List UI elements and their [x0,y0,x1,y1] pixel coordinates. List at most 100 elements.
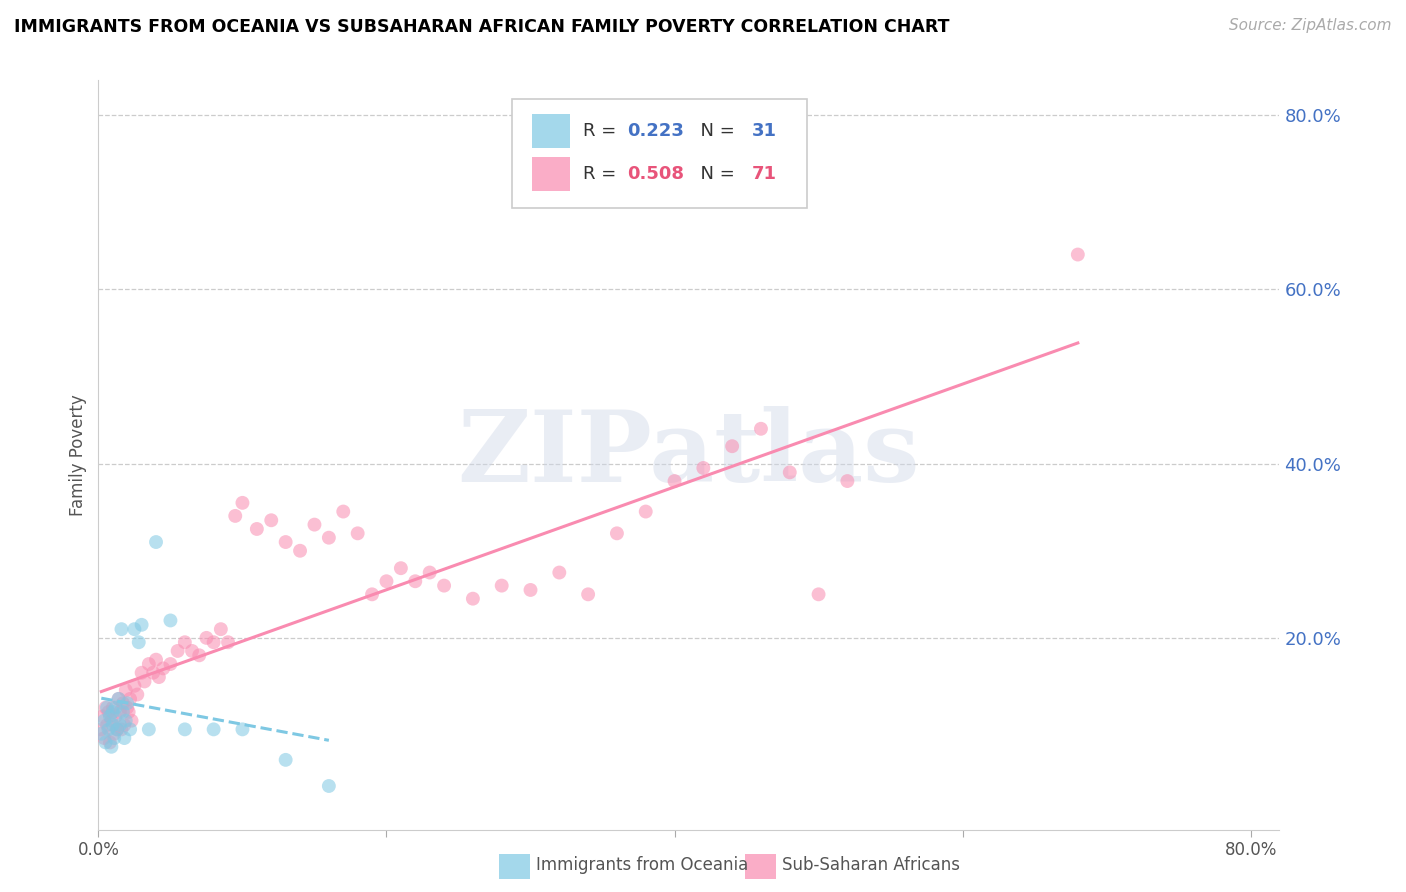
Point [145,653,167,667]
Point [93,714,115,728]
Point [419,566,441,580]
Text: Source: ZipAtlas.com: Source: ZipAtlas.com [1229,18,1392,33]
Point [112,718,135,732]
Point [114,683,136,698]
Point [173,635,195,649]
Point [318,531,340,545]
Point [332,504,354,518]
Y-axis label: Family Poverty: Family Poverty [69,394,87,516]
Point [128,635,150,649]
Point [461,591,484,606]
Point [166,644,188,658]
Point [288,543,311,558]
Point [304,517,326,532]
Point [346,526,368,541]
Point [195,631,218,645]
Point [114,714,136,728]
Point [519,582,541,597]
Point [108,718,131,732]
Point [749,422,772,436]
Point [100,739,122,754]
Point [104,709,127,723]
Point [120,723,142,737]
Text: N =: N = [689,122,741,140]
Point [124,679,146,693]
Point [837,474,859,488]
Point [111,705,134,719]
Point [159,614,181,628]
Point [217,635,239,649]
Point [103,731,125,745]
Point [91,709,114,723]
Point [108,705,131,719]
Text: R =: R = [582,165,621,183]
Point [118,705,141,719]
Point [246,522,269,536]
Point [115,700,138,714]
Point [159,657,181,671]
Point [105,723,128,737]
Point [121,714,143,728]
Point [142,665,165,680]
Point [692,461,714,475]
Point [101,718,124,732]
Point [188,648,211,663]
Point [548,566,571,580]
Point [138,657,160,671]
Point [145,535,167,549]
Text: ZIPatlas: ZIPatlas [458,407,920,503]
Point [98,709,121,723]
Point [433,579,456,593]
Point [100,714,122,728]
Point [148,670,170,684]
Point [361,587,384,601]
Point [115,696,138,710]
Point [138,723,160,737]
Point [107,691,129,706]
Point [94,700,117,714]
Text: 0.508: 0.508 [627,165,685,183]
Point [112,731,135,745]
FancyBboxPatch shape [531,157,569,191]
Point [224,508,246,523]
Point [202,635,225,649]
Point [110,723,132,737]
Point [131,617,153,632]
Text: 0.223: 0.223 [627,122,685,140]
Point [97,723,120,737]
Point [634,504,657,518]
Point [231,496,253,510]
Point [90,727,112,741]
Point [274,753,297,767]
Point [202,723,225,737]
Point [101,705,124,719]
Point [103,727,125,741]
Point [152,661,174,675]
Point [260,513,283,527]
Text: N =: N = [689,165,741,183]
Point [134,674,156,689]
Point [375,574,398,589]
Text: R =: R = [582,122,621,140]
Point [101,700,124,714]
Text: 71: 71 [752,165,776,183]
Point [404,574,426,589]
Point [231,723,253,737]
Point [779,466,801,480]
Point [111,696,134,710]
Point [389,561,412,575]
Text: IMMIGRANTS FROM OCEANIA VS SUBSAHARAN AFRICAN FAMILY POVERTY CORRELATION CHART: IMMIGRANTS FROM OCEANIA VS SUBSAHARAN AF… [14,18,949,36]
Point [97,705,120,719]
Point [120,691,142,706]
FancyBboxPatch shape [512,99,807,208]
Point [98,735,121,749]
Point [721,439,744,453]
Text: Immigrants from Oceania: Immigrants from Oceania [536,856,748,874]
Point [664,474,686,488]
Point [318,779,340,793]
Point [93,731,115,745]
Point [173,723,195,737]
Point [127,688,149,702]
Point [1067,247,1090,261]
Text: Sub-Saharan Africans: Sub-Saharan Africans [782,856,960,874]
